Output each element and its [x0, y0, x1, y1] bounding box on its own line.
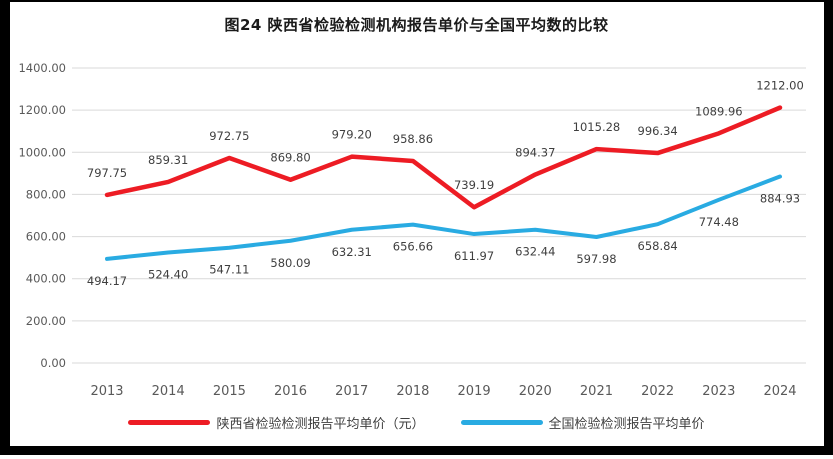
data-label: 611.97: [454, 249, 494, 263]
x-axis-tick-label: 2022: [641, 384, 674, 399]
data-label: 1212.00: [756, 79, 804, 93]
legend-swatch-national: [460, 420, 543, 425]
frame-border-bottom: [0, 446, 833, 455]
y-axis-tick-label: 600.00: [26, 230, 66, 244]
x-axis-tick-label: 2014: [152, 384, 185, 399]
frame-border-top: [0, 0, 833, 2]
data-label: 972.75: [209, 129, 249, 143]
data-label: 658.84: [638, 239, 678, 253]
x-axis-tick-label: 2015: [213, 384, 246, 399]
x-axis-tick-label: 2018: [396, 384, 429, 399]
y-axis-tick-label: 200.00: [26, 314, 66, 328]
legend-item-national: 全国检验检测报告平均单价: [460, 413, 705, 432]
data-label: 774.48: [699, 215, 739, 229]
data-label: 656.66: [393, 240, 433, 254]
x-axis-tick-label: 2019: [458, 384, 491, 399]
y-axis-tick-label: 800.00: [26, 187, 66, 201]
data-label: 524.40: [148, 268, 188, 282]
legend-swatch-shaanxi: [128, 420, 211, 425]
data-label: 996.34: [638, 124, 678, 138]
data-label: 632.44: [515, 245, 555, 259]
y-axis-tick-label: 400.00: [26, 272, 66, 286]
y-axis-tick-label: 1000.00: [18, 145, 66, 159]
y-axis-tick-label: 1400.00: [18, 61, 66, 75]
x-axis-tick-label: 2017: [335, 384, 368, 399]
chart-title: 图24 陕西省检验检测机构报告单价与全国平均数的比较: [224, 16, 609, 34]
y-axis-tick-label: 1200.00: [18, 103, 66, 117]
data-label: 894.37: [515, 146, 555, 160]
data-label: 494.17: [87, 274, 127, 288]
x-axis-tick-label: 2020: [519, 384, 552, 399]
x-axis-tick-label: 2024: [763, 384, 796, 399]
legend-item-shaanxi: 陕西省检验检测报告平均单价（元）: [128, 413, 425, 432]
series-line-0: [104, 105, 783, 210]
frame-border-left: [0, 0, 10, 455]
data-label: 979.20: [332, 128, 372, 142]
data-label: 547.11: [209, 263, 249, 277]
data-label: 859.31: [148, 153, 188, 167]
legend-label-national: 全国检验检测报告平均单价: [548, 417, 705, 432]
data-label: 869.80: [270, 151, 310, 165]
data-label: 632.31: [332, 245, 372, 259]
data-label: 1015.28: [573, 120, 621, 134]
x-axis-tick-label: 2021: [580, 384, 613, 399]
frame-border-right: [824, 0, 833, 455]
data-label: 739.19: [454, 178, 494, 192]
data-label: 597.98: [576, 252, 616, 266]
data-label: 1089.96: [695, 104, 743, 118]
legend-label-shaanxi: 陕西省检验检测报告平均单价（元）: [216, 417, 425, 432]
data-label: 580.09: [270, 256, 310, 270]
data-label: 958.86: [393, 132, 433, 146]
data-label: 797.75: [87, 166, 127, 180]
x-axis-tick-label: 2013: [90, 384, 123, 399]
x-axis-tick-label: 2016: [274, 384, 307, 399]
y-axis-tick-label: 0.00: [40, 356, 66, 370]
chart-legend: 陕西省检验检测报告平均单价（元） 全国检验检测报告平均单价: [0, 413, 833, 432]
data-label: 884.93: [760, 192, 800, 206]
x-axis-tick-label: 2023: [702, 384, 735, 399]
series-line-1: [105, 174, 782, 261]
